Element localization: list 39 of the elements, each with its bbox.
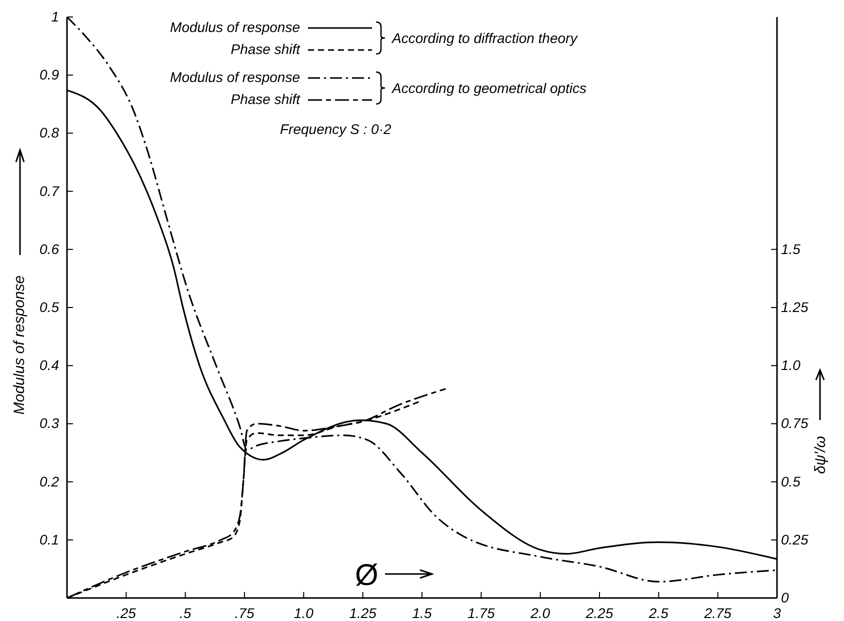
legend-label: Phase shift bbox=[230, 41, 302, 57]
x-tick-label: 1.25 bbox=[349, 604, 377, 621]
y2-axis-title: δψ'/ω bbox=[812, 436, 829, 474]
y-tick-label: 0.1 bbox=[40, 531, 59, 548]
y-axis-title: Modulus of response bbox=[11, 275, 28, 415]
y-tick-label: 0.9 bbox=[40, 66, 60, 83]
legend-label: Phase shift bbox=[230, 91, 302, 107]
y2-tick-label: 0 bbox=[781, 589, 789, 606]
annotation: According to geometrical optics bbox=[391, 80, 587, 96]
y-tick-label: 0.7 bbox=[40, 182, 60, 199]
annotation: According to diffraction theory bbox=[391, 30, 578, 46]
y-tick-label: 1 bbox=[51, 8, 59, 24]
y2-tick-label: 1.0 bbox=[781, 357, 801, 374]
x-tick-label: 3 bbox=[773, 604, 782, 621]
y2-tick-label: 1.5 bbox=[781, 240, 801, 257]
legend-label: Modulus of response bbox=[170, 19, 300, 35]
x-tick-label: .75 bbox=[234, 604, 254, 621]
x-tick-label: 1.5 bbox=[412, 604, 432, 621]
x-tick-label: 1.75 bbox=[468, 604, 496, 621]
x-tick-label: 2.75 bbox=[703, 604, 732, 621]
y2-tick-label: 0.5 bbox=[781, 473, 801, 490]
y2-tick-label: 1.25 bbox=[781, 298, 808, 315]
x-axis-title: Ø bbox=[355, 559, 378, 592]
y-tick-label: 0.6 bbox=[40, 240, 60, 257]
x-tick-label: 2.5 bbox=[648, 604, 669, 621]
x-tick-label: .5 bbox=[179, 604, 192, 621]
y-tick-label: 0.3 bbox=[40, 415, 60, 432]
x-tick-label: 2.0 bbox=[530, 604, 550, 621]
x-tick-label: 1.0 bbox=[294, 604, 314, 621]
y-tick-label: 0.8 bbox=[40, 124, 60, 141]
x-tick-label: .25 bbox=[116, 604, 136, 621]
annotation: Frequency S : 0·2 bbox=[280, 121, 392, 137]
legend-label: Modulus of response bbox=[170, 69, 300, 85]
x-tick-label: 2.25 bbox=[584, 604, 614, 621]
y2-tick-label: 0.75 bbox=[781, 415, 808, 432]
y2-tick-label: 0.25 bbox=[781, 531, 808, 548]
y-tick-label: 0.2 bbox=[40, 473, 60, 490]
y-tick-label: 0.5 bbox=[40, 298, 60, 315]
y-tick-label: 0.4 bbox=[40, 357, 60, 374]
